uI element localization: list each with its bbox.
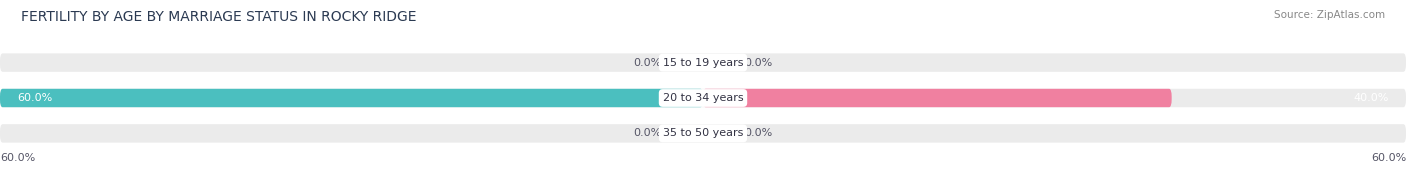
Text: 60.0%: 60.0% <box>0 153 35 163</box>
FancyBboxPatch shape <box>0 89 703 107</box>
Text: 0.0%: 0.0% <box>634 128 662 138</box>
Text: 15 to 19 years: 15 to 19 years <box>662 58 744 68</box>
Legend: Married, Unmarried: Married, Unmarried <box>619 193 787 196</box>
Text: FERTILITY BY AGE BY MARRIAGE STATUS IN ROCKY RIDGE: FERTILITY BY AGE BY MARRIAGE STATUS IN R… <box>21 10 416 24</box>
Text: 60.0%: 60.0% <box>1371 153 1406 163</box>
Text: 0.0%: 0.0% <box>634 58 662 68</box>
Text: 0.0%: 0.0% <box>744 58 772 68</box>
FancyBboxPatch shape <box>703 89 1171 107</box>
FancyBboxPatch shape <box>0 89 1406 107</box>
Text: 60.0%: 60.0% <box>18 93 53 103</box>
Text: 0.0%: 0.0% <box>744 128 772 138</box>
FancyBboxPatch shape <box>0 53 1406 72</box>
Text: 35 to 50 years: 35 to 50 years <box>662 128 744 138</box>
FancyBboxPatch shape <box>0 124 1406 143</box>
Text: 20 to 34 years: 20 to 34 years <box>662 93 744 103</box>
Text: 40.0%: 40.0% <box>1353 93 1389 103</box>
Text: Source: ZipAtlas.com: Source: ZipAtlas.com <box>1274 10 1385 20</box>
